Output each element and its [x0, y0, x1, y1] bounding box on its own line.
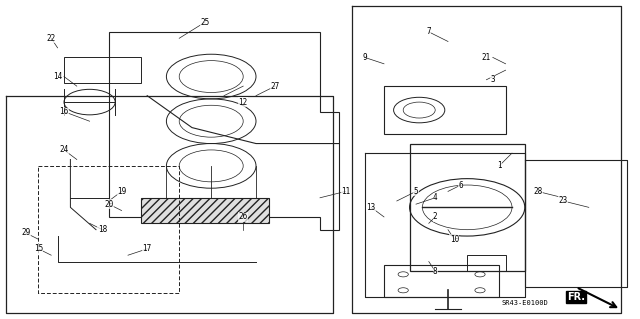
Text: 15: 15: [34, 244, 43, 253]
Text: 14: 14: [53, 72, 62, 81]
Text: 28: 28: [533, 187, 542, 196]
Text: 10: 10: [450, 235, 459, 244]
Text: 20: 20: [104, 200, 113, 209]
Text: 7: 7: [426, 27, 431, 36]
Text: 5: 5: [413, 187, 419, 196]
FancyBboxPatch shape: [141, 198, 269, 223]
Text: 1: 1: [497, 161, 502, 170]
Text: 21: 21: [482, 53, 491, 62]
Text: 4: 4: [433, 193, 438, 202]
Text: 24: 24: [60, 145, 68, 154]
Text: 3: 3: [490, 75, 495, 84]
Text: 6: 6: [458, 181, 463, 189]
Text: 13: 13: [367, 203, 376, 212]
Text: 23: 23: [559, 197, 568, 205]
Text: 22: 22: [47, 34, 56, 43]
Text: 8: 8: [433, 267, 438, 276]
Text: 11: 11: [341, 187, 350, 196]
Text: SR43-E0100D: SR43-E0100D: [501, 300, 548, 306]
Text: 17: 17: [143, 244, 152, 253]
Text: 29: 29: [21, 228, 30, 237]
Text: 25: 25: [200, 18, 209, 27]
Text: 18: 18: [98, 225, 107, 234]
Text: 2: 2: [433, 212, 438, 221]
Text: 19: 19: [117, 187, 126, 196]
Text: 16: 16: [60, 107, 68, 116]
Text: 26: 26: [239, 212, 248, 221]
Text: 9: 9: [362, 53, 367, 62]
Text: 12: 12: [239, 98, 248, 107]
Text: 27: 27: [271, 82, 280, 91]
Text: FR.: FR.: [567, 292, 585, 302]
